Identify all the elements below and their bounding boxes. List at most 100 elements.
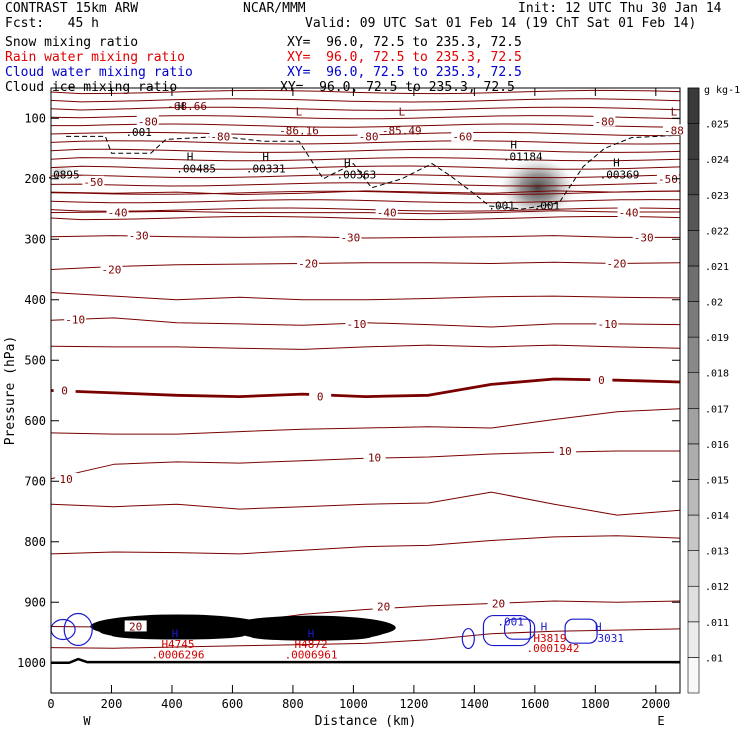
x-tick-label: 1000	[339, 697, 368, 711]
colorbar-bin	[687, 230, 700, 267]
field-rain-xy: XY= 96.0, 72.5 to 235.3, 72.5	[287, 50, 522, 65]
east-end-label: E	[657, 714, 664, 728]
colorbar-tick-label: .018	[705, 369, 729, 380]
isotherm-upper	[51, 215, 680, 221]
cloud-water-contour	[250, 632, 372, 641]
isotherm	[51, 210, 680, 215]
contour-label-bg	[596, 317, 619, 329]
isotherm-upper	[51, 106, 680, 111]
isotherm	[51, 535, 680, 555]
model-title: CONTRAST 15km ARW	[5, 1, 139, 16]
contour-label-bg	[617, 206, 640, 218]
isotherm	[51, 344, 680, 350]
colorbar-tick-label: .014	[705, 511, 729, 522]
extrema-label: .00331	[246, 162, 286, 175]
extrema-label: H	[187, 150, 194, 163]
colorbar-tick-label: .012	[705, 582, 729, 593]
y-tick-label: 1000	[17, 656, 46, 670]
contour-label-bg	[554, 445, 577, 456]
org-title: NCAR/MMM	[243, 1, 306, 16]
temperature-label: -30	[340, 231, 360, 244]
temperature-label: -50	[658, 173, 678, 186]
colorbar-tick-label: .01	[705, 653, 723, 664]
isotherm-upper	[51, 140, 680, 145]
field-cloudwater-xy: XY= 96.0, 72.5 to 235.3, 72.5	[287, 65, 522, 80]
x-tick-label: 200	[101, 697, 123, 711]
isotherm	[51, 377, 680, 398]
field-cloudwater-name: Cloud water mixing ratio	[5, 65, 193, 80]
extrema-label: -86.16	[279, 124, 319, 137]
terrain-line	[51, 657, 680, 664]
x-tick-label: 600	[222, 697, 244, 711]
colorbar-tick-label: .023	[705, 191, 729, 202]
extrema-label: L	[671, 106, 678, 119]
extrema-label: H	[262, 150, 269, 163]
temperature-label: -50	[83, 176, 103, 189]
temperature-label: 0	[317, 391, 324, 404]
temperature-label: 10	[368, 452, 381, 465]
temperature-label: -80	[359, 130, 379, 143]
extrema-label: .0001942	[526, 642, 579, 655]
colorbar-tick-label: .021	[705, 262, 729, 273]
colorbar-bin	[687, 407, 700, 445]
contour-label-bg	[375, 206, 398, 218]
isotherm	[51, 190, 680, 195]
extrema-label: .00363	[337, 169, 377, 182]
extrema-label: -68.66	[167, 100, 207, 113]
cloud-water-contour	[63, 612, 93, 647]
x-tick-label: 1600	[520, 697, 549, 711]
extrema-label: .001	[497, 616, 524, 629]
temperature-label: -30	[634, 231, 654, 244]
colorbar-bin	[687, 194, 700, 231]
contour-label-bg	[372, 600, 395, 612]
y-tick-label: 200	[24, 172, 46, 186]
colorbar-tick-label: .019	[705, 333, 729, 344]
x-axis-label: Distance (km)	[315, 714, 417, 729]
colorbar-tick-label: .024	[705, 155, 729, 166]
y-tick-label: 700	[24, 474, 46, 488]
isotherm-upper	[51, 199, 680, 204]
extrema-label: .3031	[591, 632, 624, 645]
contour-label-bg	[309, 390, 332, 402]
isotherm	[51, 491, 680, 516]
contour-label-bg	[53, 384, 76, 396]
cloud-water-contour	[111, 631, 245, 640]
extrema-label: H	[613, 156, 620, 169]
isotherm-upper	[51, 182, 680, 187]
colorbar-bin	[687, 621, 700, 658]
colorbar-tick-label: .022	[705, 226, 729, 237]
contour-label-bg	[487, 597, 510, 609]
extrema-label: .00369	[600, 169, 640, 182]
isotherm	[51, 292, 680, 301]
y-tick-label: 600	[24, 414, 46, 428]
contour-label-bg	[209, 130, 232, 142]
extrema-label: .001	[488, 199, 515, 212]
x-tick-label: 1400	[460, 697, 489, 711]
cloud-water-contour	[461, 627, 475, 650]
contour-label-bg	[55, 472, 78, 484]
colorbar-bin	[687, 265, 700, 302]
colorbar-tick-label: .017	[705, 404, 729, 415]
x-tick-label: 1200	[399, 697, 428, 711]
temperature-label: -10	[346, 318, 366, 331]
contour-label-bg	[345, 317, 368, 329]
contour-label-bg	[100, 263, 123, 275]
extrema-label: H3819	[533, 632, 566, 645]
west-end-label: W	[83, 714, 91, 728]
isotherm-upper	[51, 173, 680, 179]
temperature-label: -30	[129, 230, 149, 243]
field-snow-xy: XY= 96.0, 72.5 to 235.3, 72.5	[287, 35, 522, 50]
contour-label-bg	[605, 257, 628, 269]
ice-cloud-outline	[66, 134, 680, 210]
temperature-label: -88	[664, 124, 684, 137]
forecast-hour: Fcst: 45 h	[5, 16, 99, 31]
colorbar-bin	[687, 336, 700, 374]
y-tick-label: 100	[24, 111, 46, 125]
isotherm-upper	[51, 98, 680, 103]
y-tick-label: 300	[24, 232, 46, 246]
temperature-label: -60	[452, 130, 472, 143]
extrema-label: H4872	[295, 638, 328, 651]
contour-label-bg	[82, 175, 105, 187]
contour-label-bg	[593, 115, 616, 127]
temperature-label: -20	[102, 264, 122, 277]
